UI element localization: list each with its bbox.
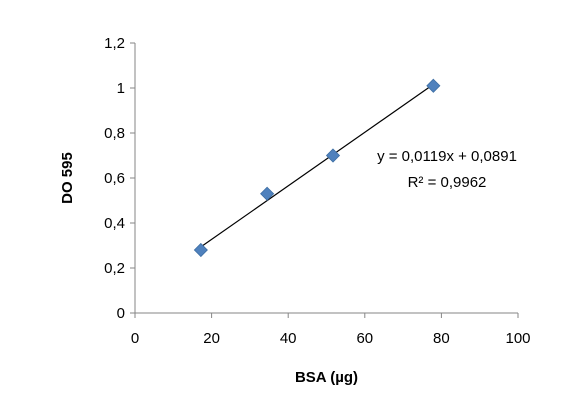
x-tick-label: 20 xyxy=(203,330,220,347)
r-squared-label: R² = 0,9962 xyxy=(408,174,487,191)
y-tick-label: 0,2 xyxy=(104,260,125,277)
x-axis-title: BSA (µg) xyxy=(295,369,358,386)
data-point-marker xyxy=(426,78,441,93)
y-tick-label: 1 xyxy=(117,80,125,97)
trendline-equation: y = 0,0119x + 0,0891 xyxy=(377,148,517,165)
y-tick-label: 0 xyxy=(117,305,125,322)
trendline-group xyxy=(200,83,434,248)
x-tick-label: 0 xyxy=(131,330,139,347)
x-tick-label: 80 xyxy=(433,330,450,347)
x-tick-label: 60 xyxy=(356,330,373,347)
y-tick-label: 0,4 xyxy=(104,215,125,232)
tick-labels: 0 0,2 0,4 0,6 0,8 1 1,2 0 20 40 60 80 100 xyxy=(104,35,530,347)
data-point-marker xyxy=(260,186,275,201)
axes xyxy=(130,42,519,318)
data-point-marker xyxy=(325,148,341,163)
y-axis-title: DO 595 xyxy=(59,152,76,204)
y-tick-label: 0,6 xyxy=(104,170,125,187)
data-points xyxy=(193,78,441,258)
x-tick-label: 100 xyxy=(505,330,530,347)
trendline xyxy=(200,83,434,248)
x-tick-label: 40 xyxy=(280,330,297,347)
y-tick-label: 0,8 xyxy=(104,125,125,142)
y-tick-label: 1,2 xyxy=(104,35,125,52)
data-point-marker xyxy=(193,242,208,258)
